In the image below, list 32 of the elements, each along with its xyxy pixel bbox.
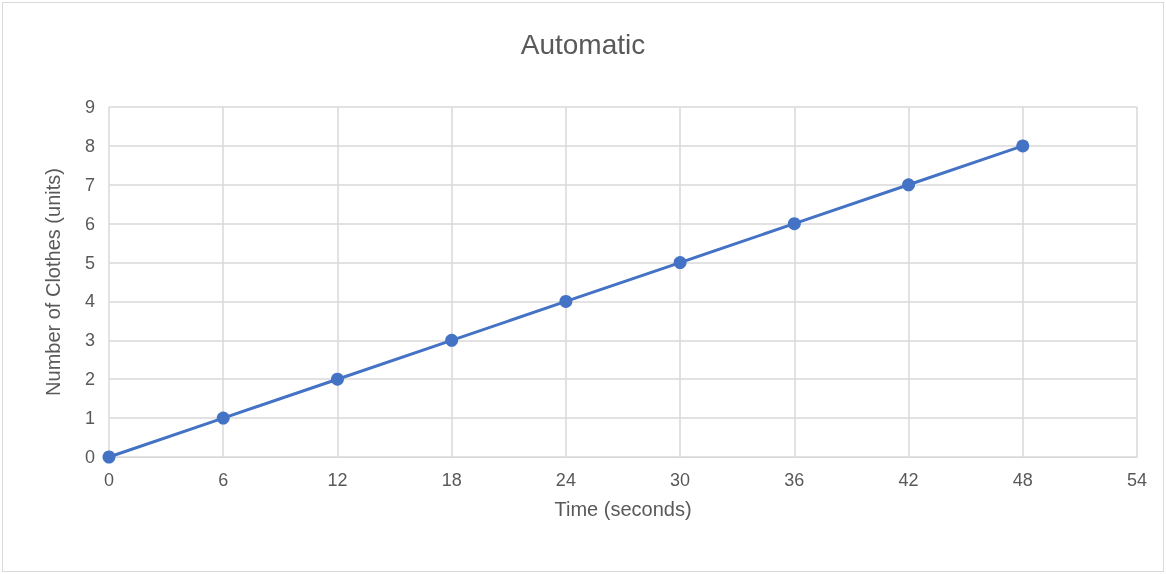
x-tick-label: 42 xyxy=(898,470,919,490)
y-tick-label: 4 xyxy=(84,291,95,312)
point xyxy=(102,450,116,464)
x-tick-label: 48 xyxy=(1012,470,1033,490)
y-axis-title: Number of Clothes (units) xyxy=(42,168,64,396)
chart-title: Automatic xyxy=(520,28,646,60)
point xyxy=(1016,139,1030,153)
y-tick-label: 2 xyxy=(84,369,95,390)
x-tick-label: 30 xyxy=(670,470,691,490)
point xyxy=(216,411,230,425)
x-tick-label: 36 xyxy=(784,470,805,490)
point xyxy=(673,256,687,270)
x-tick-label: 18 xyxy=(441,470,462,490)
y-tick-label: 1 xyxy=(84,408,95,429)
y-tick-label: 5 xyxy=(84,252,95,273)
x-tick-label: 6 xyxy=(218,470,229,490)
x-tick-label: 0 xyxy=(103,470,115,490)
y-tick-label: 3 xyxy=(84,330,95,351)
y-tick-label: 9 xyxy=(84,97,95,117)
point xyxy=(787,217,801,231)
y-tick-label: 6 xyxy=(84,213,95,234)
y-tick-label: 7 xyxy=(84,174,95,195)
x-axis-title: Time (seconds) xyxy=(554,498,692,520)
y-tick-label: 0 xyxy=(84,447,95,467)
x-tick-label: 24 xyxy=(555,470,576,490)
y-tick-label: 8 xyxy=(84,135,95,156)
point xyxy=(330,372,344,386)
point xyxy=(445,333,459,347)
point xyxy=(902,178,916,192)
x-tick-label: 12 xyxy=(327,470,348,490)
point xyxy=(559,294,573,308)
x-tick-label: 54 xyxy=(1126,470,1148,490)
